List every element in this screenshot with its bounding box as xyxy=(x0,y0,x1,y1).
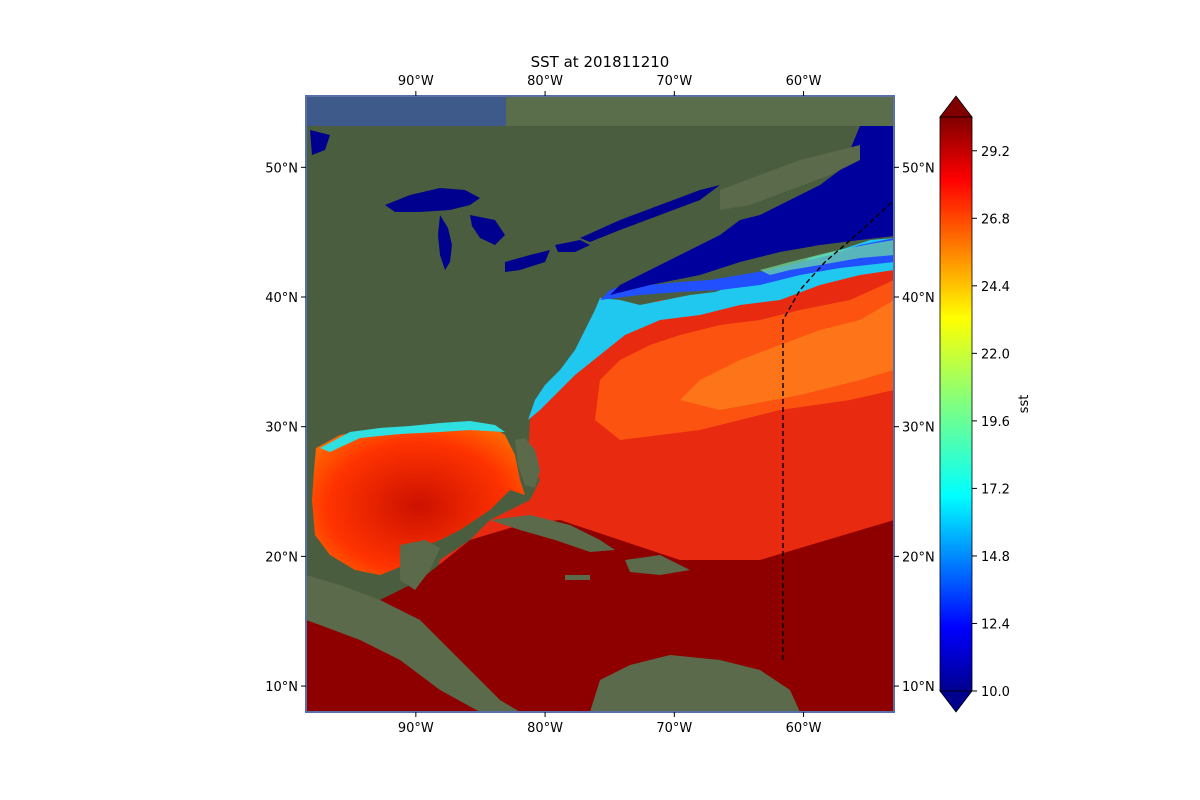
lon-tick-label-top: 60°W xyxy=(786,74,822,89)
lake-superior xyxy=(385,188,480,212)
colorbar-tick-label: 22.0 xyxy=(981,347,1010,362)
colorbar-tick-label: 24.4 xyxy=(981,280,1010,295)
lat-ticks-right: 50°N 40°N 30°N 20°N 10°N xyxy=(894,161,935,695)
lat-tick-label-left: 30°N xyxy=(265,421,298,436)
jamaica-land xyxy=(565,575,590,580)
lon-tick-label-bottom: 60°W xyxy=(786,721,822,736)
cuba-land xyxy=(490,515,615,552)
lake-huron xyxy=(470,215,505,245)
colorbar-label: sst xyxy=(1017,395,1032,414)
florida-land xyxy=(515,438,540,488)
lon-tick-label-top: 70°W xyxy=(656,74,692,89)
cold-north-water xyxy=(610,126,894,295)
lat-tick-label-left: 40°N xyxy=(265,291,298,306)
shelf-cyan-water xyxy=(528,238,894,420)
shelf-blue-water xyxy=(600,238,894,300)
colorbar-tick-label: 19.6 xyxy=(981,415,1010,430)
st-lawrence-river xyxy=(580,185,720,242)
hudson-bay-edge xyxy=(310,130,330,155)
map-frame xyxy=(305,95,895,713)
lon-ticks-bottom: 90°W 80°W 70°W 60°W xyxy=(398,712,822,736)
lat-tick-label-right: 10°N xyxy=(902,680,935,695)
colorbar-tick-label: 14.8 xyxy=(981,550,1010,565)
newfoundland-land xyxy=(720,145,860,210)
lat-tick-label-right: 20°N xyxy=(902,550,935,565)
gulf-stream-front xyxy=(760,240,894,275)
lon-tick-label-top: 80°W xyxy=(527,74,563,89)
colorbar: 10.0 12.4 14.8 17.2 19.6 22.0 24.4 26.8 29.2 sst xyxy=(939,95,1032,713)
colorbar-extend-min xyxy=(939,690,973,713)
lake-michigan xyxy=(438,215,452,270)
lat-tick-label-right: 40°N xyxy=(902,291,935,306)
gulf-coastal-cyan xyxy=(320,421,505,452)
top-water-strip xyxy=(306,96,506,126)
gulf-of-mexico-sst xyxy=(312,422,525,575)
lat-tick-label-left: 20°N xyxy=(265,550,298,565)
lake-ontario xyxy=(555,240,590,252)
colorbar-tick-label: 17.2 xyxy=(981,482,1010,497)
yucatan-land xyxy=(400,540,440,590)
hispaniola-land xyxy=(625,555,690,575)
map-panel xyxy=(306,96,894,712)
colorbar-extend-max xyxy=(939,95,973,118)
lake-erie xyxy=(505,250,550,272)
lat-tick-label-left: 50°N xyxy=(265,161,298,176)
lat-ticks-left: 50°N 40°N 30°N 20°N 10°N xyxy=(265,161,306,695)
colorbar-body xyxy=(939,116,973,692)
lat-tick-label-left: 10°N xyxy=(265,680,298,695)
dashed-boundary-line xyxy=(782,199,894,660)
lon-ticks-top: 90°W 80°W 70°W 60°W xyxy=(398,74,822,96)
lat-tick-label-right: 30°N xyxy=(902,421,935,436)
colorbar-ticks: 10.0 12.4 14.8 17.2 19.6 22.0 24.4 26.8 29.2 xyxy=(972,145,1010,700)
lon-tick-label-bottom: 70°W xyxy=(656,721,692,736)
colorbar-tick-label: 10.0 xyxy=(981,685,1010,700)
colorbar-tick-label: 12.4 xyxy=(981,617,1010,632)
colorbar-tick-label: 26.8 xyxy=(981,212,1010,227)
central-america-land xyxy=(306,575,520,712)
lon-tick-label-bottom: 80°W xyxy=(527,721,563,736)
chart-title: SST at 201811210 xyxy=(531,53,670,71)
colorbar-tick-label: 29.2 xyxy=(981,145,1010,160)
lon-tick-label-top: 90°W xyxy=(398,74,434,89)
south-america-land xyxy=(590,655,800,712)
lat-tick-label-right: 50°N xyxy=(902,161,935,176)
atlantic-orange-patch xyxy=(680,300,894,410)
lon-tick-label-bottom: 90°W xyxy=(398,721,434,736)
